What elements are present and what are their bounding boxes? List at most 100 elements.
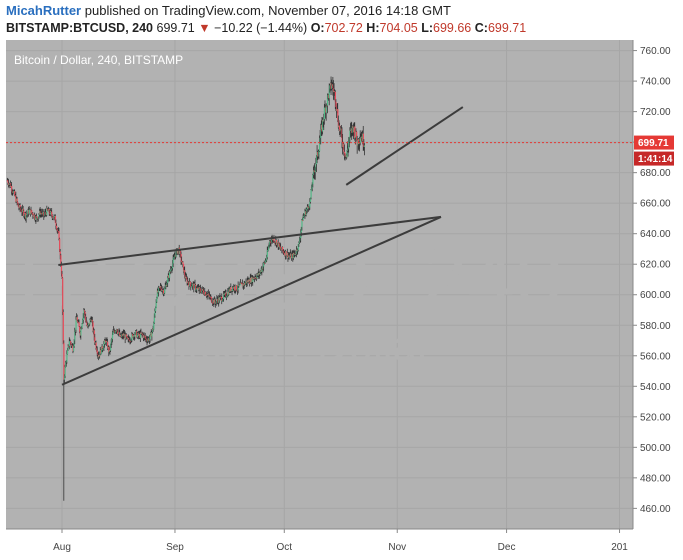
symbol-label[interactable]: BITSTAMP:BTCUSD, 240: [6, 21, 154, 35]
candle-body: [287, 252, 289, 258]
candle-body: [23, 210, 25, 216]
candle-body: [128, 337, 130, 340]
candle-body: [246, 281, 248, 284]
candle-body: [97, 354, 100, 358]
candle-body: [309, 201, 311, 208]
plot-title: Bitcoin / Dollar, 240, BITSTAMP: [14, 53, 183, 67]
candle-body: [286, 252, 289, 256]
candle-body: [216, 299, 218, 302]
candle-body: [272, 238, 274, 241]
candle-body: [213, 299, 215, 304]
candle-body: [233, 286, 236, 290]
candle-body: [63, 342, 65, 380]
candle-body: [135, 331, 137, 333]
candle-body: [90, 319, 92, 321]
candle-body: [178, 247, 180, 255]
candle-body: [336, 107, 338, 112]
author-link[interactable]: MicahRutter: [6, 3, 82, 18]
candle-body: [250, 276, 253, 283]
candle-body: [107, 346, 109, 349]
candle-body: [109, 349, 111, 351]
candle-body: [110, 344, 112, 351]
candle-body: [153, 322, 155, 330]
candle-body: [54, 215, 57, 223]
candle-body: [204, 292, 207, 296]
candle-body: [167, 278, 169, 283]
candle-body: [247, 279, 250, 282]
candle-body: [263, 262, 265, 267]
candle-body: [246, 280, 248, 284]
candle-body: [264, 262, 266, 264]
candle-body: [121, 335, 123, 338]
candle-body: [235, 285, 237, 291]
candle-body: [332, 84, 334, 89]
candle-body: [118, 332, 120, 334]
candle-body: [190, 284, 192, 287]
candle-body: [133, 335, 135, 338]
candle-body: [102, 348, 104, 350]
candle-body: [348, 137, 350, 143]
candle-body: [344, 153, 346, 157]
candle-body: [315, 164, 317, 168]
candle-body: [198, 287, 200, 291]
trendline: [58, 215, 442, 266]
candle-body: [8, 183, 10, 185]
candle-body: [69, 341, 71, 343]
y-tick-label: 460.00: [640, 504, 671, 515]
candle-body: [323, 107, 326, 120]
candle-body: [255, 277, 258, 279]
candle-body: [83, 310, 85, 315]
candle-body: [237, 284, 239, 290]
candle-body: [137, 332, 139, 335]
candle-body: [248, 279, 250, 283]
candle-body: [130, 339, 132, 342]
candle-body: [154, 311, 156, 316]
candle-body: [131, 334, 134, 336]
candle-body: [40, 212, 43, 214]
candle-body: [100, 349, 102, 354]
candle-body: [278, 243, 280, 248]
candle-body: [235, 285, 238, 291]
candle-body: [311, 184, 313, 189]
candle-body: [200, 290, 202, 293]
candle-body: [96, 348, 98, 351]
candle-body: [322, 119, 324, 132]
candle-body: [345, 155, 347, 158]
candle-body: [322, 119, 324, 122]
candle-body: [203, 290, 205, 294]
candle-body: [20, 209, 23, 212]
candle-body: [161, 290, 163, 292]
candle-body: [302, 216, 304, 221]
candle-body: [311, 188, 313, 190]
candle-body: [125, 334, 127, 339]
candle-body: [16, 198, 18, 203]
candle-body: [317, 153, 319, 157]
candle-body: [320, 129, 322, 138]
candle-body: [305, 211, 307, 215]
candle-body: [59, 251, 61, 256]
candle-body: [303, 215, 305, 217]
low-label: L:: [421, 21, 434, 35]
candle-body: [343, 151, 346, 154]
candle-body: [348, 142, 350, 149]
candle-body: [52, 217, 55, 219]
candle-body: [37, 216, 40, 219]
candle-body: [180, 254, 182, 261]
candle-body: [144, 335, 146, 337]
candle-body: [350, 128, 352, 130]
candle-body: [114, 331, 117, 333]
candle-body: [266, 250, 268, 258]
x-tick-label: Dec: [498, 542, 516, 553]
y-tick-label: 520.00: [640, 412, 671, 423]
candle-body: [201, 288, 203, 291]
candle-body: [43, 211, 45, 216]
candle-body: [171, 268, 173, 270]
price-axis[interactable]: [633, 40, 683, 560]
candle-body: [259, 272, 261, 275]
candle-body: [42, 211, 44, 213]
price-chart[interactable]: BTCUSD, 240 Bitcoin / Dollar Bitcoin / D…: [0, 40, 683, 560]
candle-body: [295, 253, 297, 255]
trendlines[interactable]: [58, 106, 464, 386]
candle-body: [298, 240, 301, 243]
candle-body: [15, 198, 18, 202]
